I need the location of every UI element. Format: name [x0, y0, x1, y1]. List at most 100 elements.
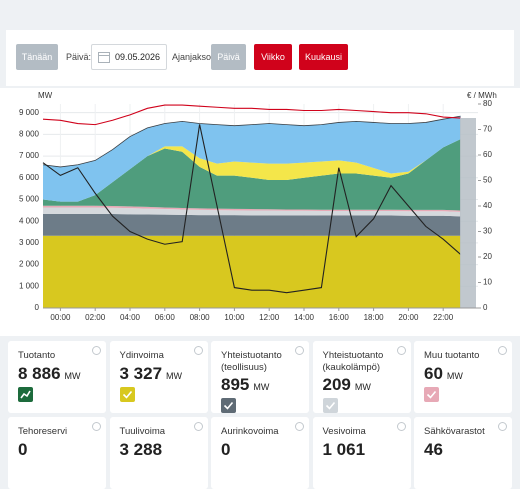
card-value: 46	[424, 439, 443, 459]
info-icon	[396, 422, 406, 431]
toolbar: Tänään Päivä: 09.05.2026 Ajanjakso: Päiv…	[6, 30, 514, 86]
day-label: Päivä:	[66, 52, 92, 62]
period-button[interactable]: Päivä	[211, 44, 246, 70]
chart: MW € / MWh 0 1 000 2 000 3 000 4 000 5 000 6 0…	[0, 88, 520, 336]
y2-tick-label: 60	[483, 150, 492, 159]
info-circle	[92, 346, 101, 355]
info-icon	[295, 422, 304, 431]
info-circle	[193, 346, 203, 355]
card-title: Muu tuotanto	[424, 350, 480, 361]
stat-card: Ydinvoima 3 327 MW	[109, 341, 208, 413]
y2-tick-label: 80	[483, 99, 492, 108]
x-tick-label: 18:00	[364, 313, 385, 322]
card-unit: MW	[354, 382, 371, 392]
card-value-row: 209 MW	[323, 375, 401, 395]
icon-bg	[424, 386, 439, 402]
y2-tick-label: 40	[483, 201, 492, 210]
stat-card: Vesivoima 1 061	[312, 417, 411, 489]
stat-card: Tehoreservi 0	[8, 417, 106, 489]
info-icon	[396, 346, 406, 355]
y-tick-label: 9 000	[19, 108, 40, 117]
x-tick-label: 04:00	[120, 313, 141, 322]
card-value-row: 60 MW	[424, 364, 502, 384]
stat-card: Tuotanto 8 886 MW	[8, 341, 106, 413]
card-icon	[119, 386, 135, 402]
card-title: Tuulivoima	[119, 426, 166, 437]
info-circle	[193, 422, 203, 431]
info-circle	[396, 422, 406, 431]
date-input[interactable]: 09.05.2026	[91, 44, 167, 70]
stat-card: Sähkövarastot 46	[414, 417, 512, 489]
x-tick-label: 06:00	[155, 313, 176, 322]
y-tick-label: 5 000	[19, 195, 40, 204]
stat-card: Aurinkovoima 0	[211, 417, 309, 489]
card-title: Tuotanto	[18, 350, 56, 361]
card-icon	[424, 386, 439, 402]
y2-axis-label: € / MWh	[467, 91, 497, 100]
y2-tick-label: 50	[483, 176, 492, 185]
stat-card: Muu tuotanto 60 MW	[414, 341, 512, 413]
card-value-row: 0	[18, 440, 96, 460]
card-value: 3 288	[119, 439, 163, 459]
y-tick-label: 1 000	[19, 281, 40, 290]
x-tick-label: 08:00	[190, 313, 211, 322]
stat-card: Tuulivoima 3 288	[109, 417, 208, 489]
card-unit: MW	[253, 382, 270, 392]
area	[43, 207, 461, 217]
y2-tick-label: 70	[483, 125, 492, 134]
y2-tick-label: 0	[483, 303, 488, 312]
area	[43, 214, 461, 236]
card-unit: MW	[446, 370, 463, 381]
area	[43, 139, 461, 211]
card-value: 3 327	[119, 363, 163, 383]
card-value: 895	[221, 375, 250, 394]
y-tick-label: 0	[35, 303, 40, 312]
card-value-row: 895 MW	[221, 375, 299, 395]
stat-card: Yhteistuotanto (kaukolämpö) 209 MW	[312, 341, 411, 413]
card-value: 1 061	[322, 439, 366, 459]
x-tick-label: 22:00	[433, 313, 454, 322]
card-value: 0	[18, 439, 28, 459]
area	[43, 139, 461, 202]
card-title: Sähkövarastot	[424, 426, 485, 437]
cards: Tuotanto 8 886 MW Ydinvoima 3 327 MW Yhteistuo…	[8, 341, 512, 489]
calendar-icon	[98, 52, 110, 63]
card-title: Tehoreservi	[18, 426, 68, 437]
icon-glyph	[122, 390, 132, 399]
icon-glyph	[20, 390, 31, 398]
info-circle	[396, 346, 406, 355]
y-tick-label: 3 000	[19, 238, 40, 247]
forecast-shade	[460, 118, 476, 308]
y-axis-label: MW	[38, 91, 53, 100]
card-icon	[221, 398, 236, 413]
info-icon	[295, 346, 304, 355]
area	[43, 235, 461, 308]
area	[43, 205, 461, 212]
period-label: Ajanjakso:	[172, 52, 214, 62]
card-value: 209	[322, 375, 351, 394]
y2-tick-label: 10	[483, 278, 492, 287]
area-top-line	[42, 115, 461, 168]
card-unit: MW	[166, 370, 183, 381]
card-title: Aurinkovoima	[221, 426, 279, 437]
area	[43, 116, 461, 202]
card-unit: MW	[64, 370, 81, 381]
card-value: 8 886	[18, 363, 61, 383]
period-button[interactable]: Kuukausi	[299, 44, 348, 70]
card-value-row: 3 327 MW	[120, 364, 198, 384]
x-tick-label: 14:00	[294, 313, 315, 322]
x-tick-label: 20:00	[398, 313, 419, 322]
card-title: Yhteistuotanto (teollisuus)	[221, 350, 282, 373]
x-tick-label: 10:00	[224, 313, 245, 322]
card-value-row: 46	[424, 440, 502, 460]
today-button[interactable]: Tänään	[16, 44, 58, 70]
icon-bg	[119, 386, 135, 402]
line	[42, 104, 461, 126]
info-circle	[498, 346, 507, 355]
info-icon	[498, 346, 507, 355]
card-icon	[18, 386, 33, 402]
card-value: 60	[424, 363, 443, 383]
info-icon	[193, 422, 203, 431]
period-button[interactable]: Viikko	[254, 44, 292, 70]
info-icon	[92, 422, 101, 431]
